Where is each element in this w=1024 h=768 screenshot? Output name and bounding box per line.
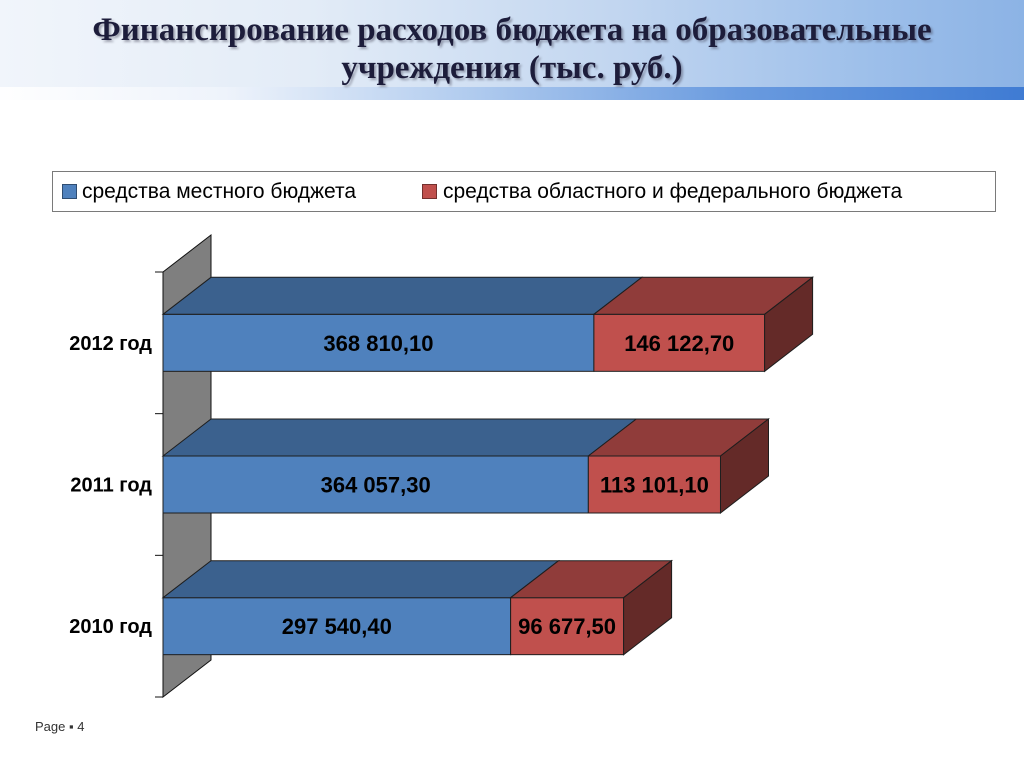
bar-series-0-top bbox=[161, 276, 644, 315]
data-label: 368 810,10 bbox=[323, 331, 433, 356]
legend-label-local-budget: средства местного бюджета bbox=[82, 180, 357, 203]
slide-title-line-1: Финансирование расходов бюджета на образ… bbox=[92, 12, 932, 48]
bar-series-1-top bbox=[592, 276, 815, 315]
data-label: 297 540,40 bbox=[282, 614, 392, 639]
legend-swatch-local-budget bbox=[62, 184, 77, 199]
slide-header bbox=[0, 0, 1024, 100]
data-label: 146 122,70 bbox=[624, 331, 734, 356]
header-accent-stripe bbox=[0, 87, 1024, 100]
data-label: 364 057,30 bbox=[321, 473, 431, 498]
bar-series-1-side bbox=[764, 276, 814, 373]
bar-series-1-front bbox=[510, 597, 625, 656]
bar-series-0-top bbox=[161, 418, 638, 457]
bar-series-1-front bbox=[593, 313, 766, 372]
slide-title: Финансирование расходов бюджета на образ… bbox=[0, 11, 1024, 87]
category-label: 2010 год bbox=[69, 616, 152, 638]
category-label: 2011 год bbox=[70, 475, 152, 497]
chart-side-wall bbox=[162, 233, 212, 699]
category-label: 2012 год bbox=[69, 333, 152, 355]
footer-page-label: Page bbox=[35, 719, 66, 734]
bar-series-0-front bbox=[162, 313, 595, 372]
slide-title-line-2: учреждения (тыс. руб.) bbox=[341, 50, 683, 86]
bar-series-1-top bbox=[509, 560, 674, 599]
bar-series-0-front bbox=[162, 455, 589, 514]
bar-series-1-side bbox=[720, 417, 769, 515]
page-footer: Page ▪ 4 bbox=[35, 719, 84, 735]
bar-series-1-top bbox=[586, 418, 770, 457]
bar-series-0-front bbox=[162, 597, 512, 656]
legend-label-regional-federal-budget: средства областного и федерального бюдже… bbox=[443, 180, 903, 203]
footer-separator: ▪ bbox=[69, 719, 74, 734]
chart-legend: средства местного бюджета средства облас… bbox=[52, 171, 996, 212]
legend-swatch-regional-federal-budget bbox=[422, 184, 437, 199]
bar-series-1-front bbox=[587, 455, 721, 514]
data-label: 96 677,50 bbox=[518, 614, 616, 639]
bar-series-1-side bbox=[623, 559, 673, 656]
footer-page-number: 4 bbox=[77, 719, 85, 734]
data-label: 113 101,10 bbox=[600, 473, 709, 498]
bar-series-0-top bbox=[161, 560, 561, 599]
